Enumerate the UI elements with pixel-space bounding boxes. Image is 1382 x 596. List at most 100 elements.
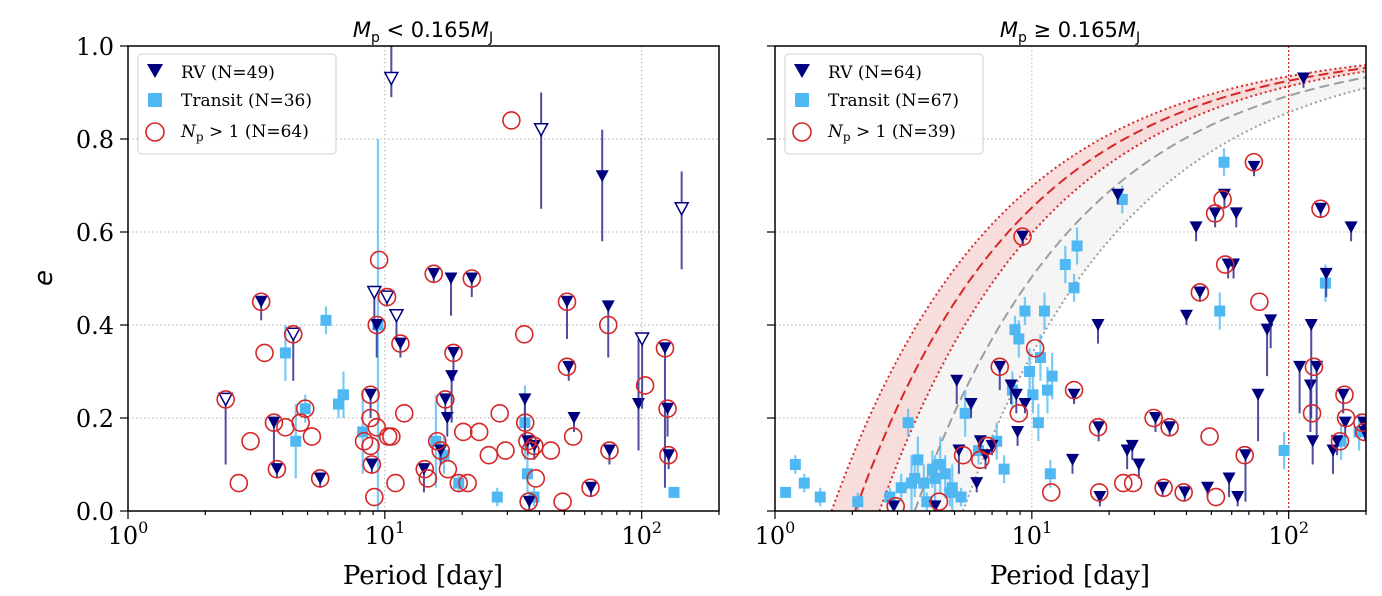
multi-planet-ring (598, 315, 618, 335)
left-axes-frame (127, 45, 720, 512)
rv-point (522, 495, 536, 508)
rv-point (562, 360, 576, 373)
transit-point (320, 314, 332, 326)
rv-point (1066, 453, 1080, 466)
rv-point (1358, 425, 1366, 438)
transit-point (332, 398, 344, 410)
rv-point (417, 463, 431, 476)
left-grid (128, 46, 719, 511)
transit-point (934, 459, 946, 470)
transit-point (1071, 240, 1083, 252)
transit-point (798, 477, 810, 489)
rv-point-hollow (366, 285, 383, 301)
transit-point (973, 445, 985, 457)
multi-planet-ring (1302, 404, 1322, 423)
right-legend-multi-label: Np > 1 (N=39) (827, 122, 956, 144)
rv-point (1009, 388, 1023, 401)
transit-point (357, 426, 369, 438)
left-legend-transit-label: Transit (N=36) (181, 91, 312, 111)
multi-planet-ring (394, 404, 414, 423)
transit-point (926, 463, 938, 475)
rv-point (1004, 379, 1018, 392)
rv-point (1296, 72, 1310, 85)
rv-point (1091, 319, 1105, 331)
rv-point-hollow (217, 392, 234, 407)
transit-point (955, 491, 967, 503)
transit-point (1278, 445, 1290, 457)
multi-planet-ring (1144, 408, 1163, 428)
rv-point (1356, 416, 1366, 429)
multi-planet-ring (458, 473, 477, 493)
multi-planet-ring (418, 469, 438, 488)
x-tick-label: 100 (755, 518, 796, 550)
multi-planet-ring (1009, 404, 1029, 423)
rv-point (1338, 416, 1352, 429)
multi-planet-ring (1311, 199, 1330, 219)
multi-planet-ring (431, 441, 451, 460)
transit-point (337, 389, 349, 401)
transit-point (668, 486, 680, 498)
transit-point (1214, 305, 1226, 317)
transit-point (946, 482, 958, 494)
rv-point (1163, 421, 1177, 434)
rv-point (254, 295, 268, 308)
multi-planet-ring (515, 413, 535, 432)
transit-point (1046, 370, 1058, 382)
rv-point-hollow (383, 71, 400, 87)
multi-planet-ring (557, 357, 577, 377)
rv-point (438, 393, 452, 406)
multi-planet-ring (251, 292, 271, 312)
rv-point-hollow (379, 290, 395, 305)
transit-point (1068, 282, 1080, 294)
transit-point (1009, 324, 1021, 336)
multi-planet-ring (1089, 483, 1109, 502)
multi-planet-ring (354, 431, 374, 451)
multi-planet-ring (519, 492, 538, 511)
rv-point (661, 402, 675, 415)
y-tick-label: 0.0 (76, 498, 114, 526)
multi-planet-ring (438, 459, 458, 479)
multi-planet-ring (886, 497, 905, 511)
transit-point (909, 472, 921, 484)
multi-planet-ring (1113, 473, 1133, 493)
multi-planet-ring (283, 324, 303, 344)
multi-planet-ring (369, 250, 389, 270)
multi-planet-ring (514, 324, 534, 344)
multi-planet-ring (291, 413, 310, 432)
multi-planet-ring (1353, 413, 1366, 432)
rv-point (1125, 439, 1139, 452)
multi-planet-ring (382, 427, 401, 446)
multi-planet-ring (415, 459, 435, 479)
multi-planet-ring (496, 441, 515, 460)
multi-planet-ring (1025, 338, 1045, 358)
tidal-band-center-red (854, 66, 1366, 511)
multi-planet-ring (1041, 483, 1061, 502)
transit-point (1059, 259, 1071, 271)
multi-planet-ring (427, 431, 447, 451)
rv-point (1016, 230, 1030, 243)
rv-point (1067, 388, 1081, 401)
right-legend-box (784, 53, 984, 155)
rv-point (1018, 398, 1032, 411)
rv-point (1222, 472, 1236, 485)
rv-point (1344, 221, 1358, 234)
multi-planet-ring (361, 385, 380, 405)
multi-planet-ring (310, 469, 330, 488)
left-legend-transit-marker (148, 93, 162, 107)
multi-planet-ring (1335, 385, 1354, 405)
multi-planet-ring (658, 399, 677, 419)
rv-point (1132, 458, 1146, 471)
transit-point (921, 496, 933, 508)
multi-planet-ring (521, 441, 540, 460)
rv-point-hollow (673, 202, 690, 217)
x-tick-label: 101 (364, 518, 405, 550)
transit-point (491, 491, 503, 503)
right-legend-multi-marker (792, 122, 812, 142)
multi-planet-ring (365, 487, 384, 507)
rv-point (446, 346, 460, 359)
rv-point (970, 477, 984, 490)
rv-point-hollow (388, 308, 405, 324)
left-legend-rv-marker (147, 64, 163, 78)
transit-point (521, 468, 533, 480)
